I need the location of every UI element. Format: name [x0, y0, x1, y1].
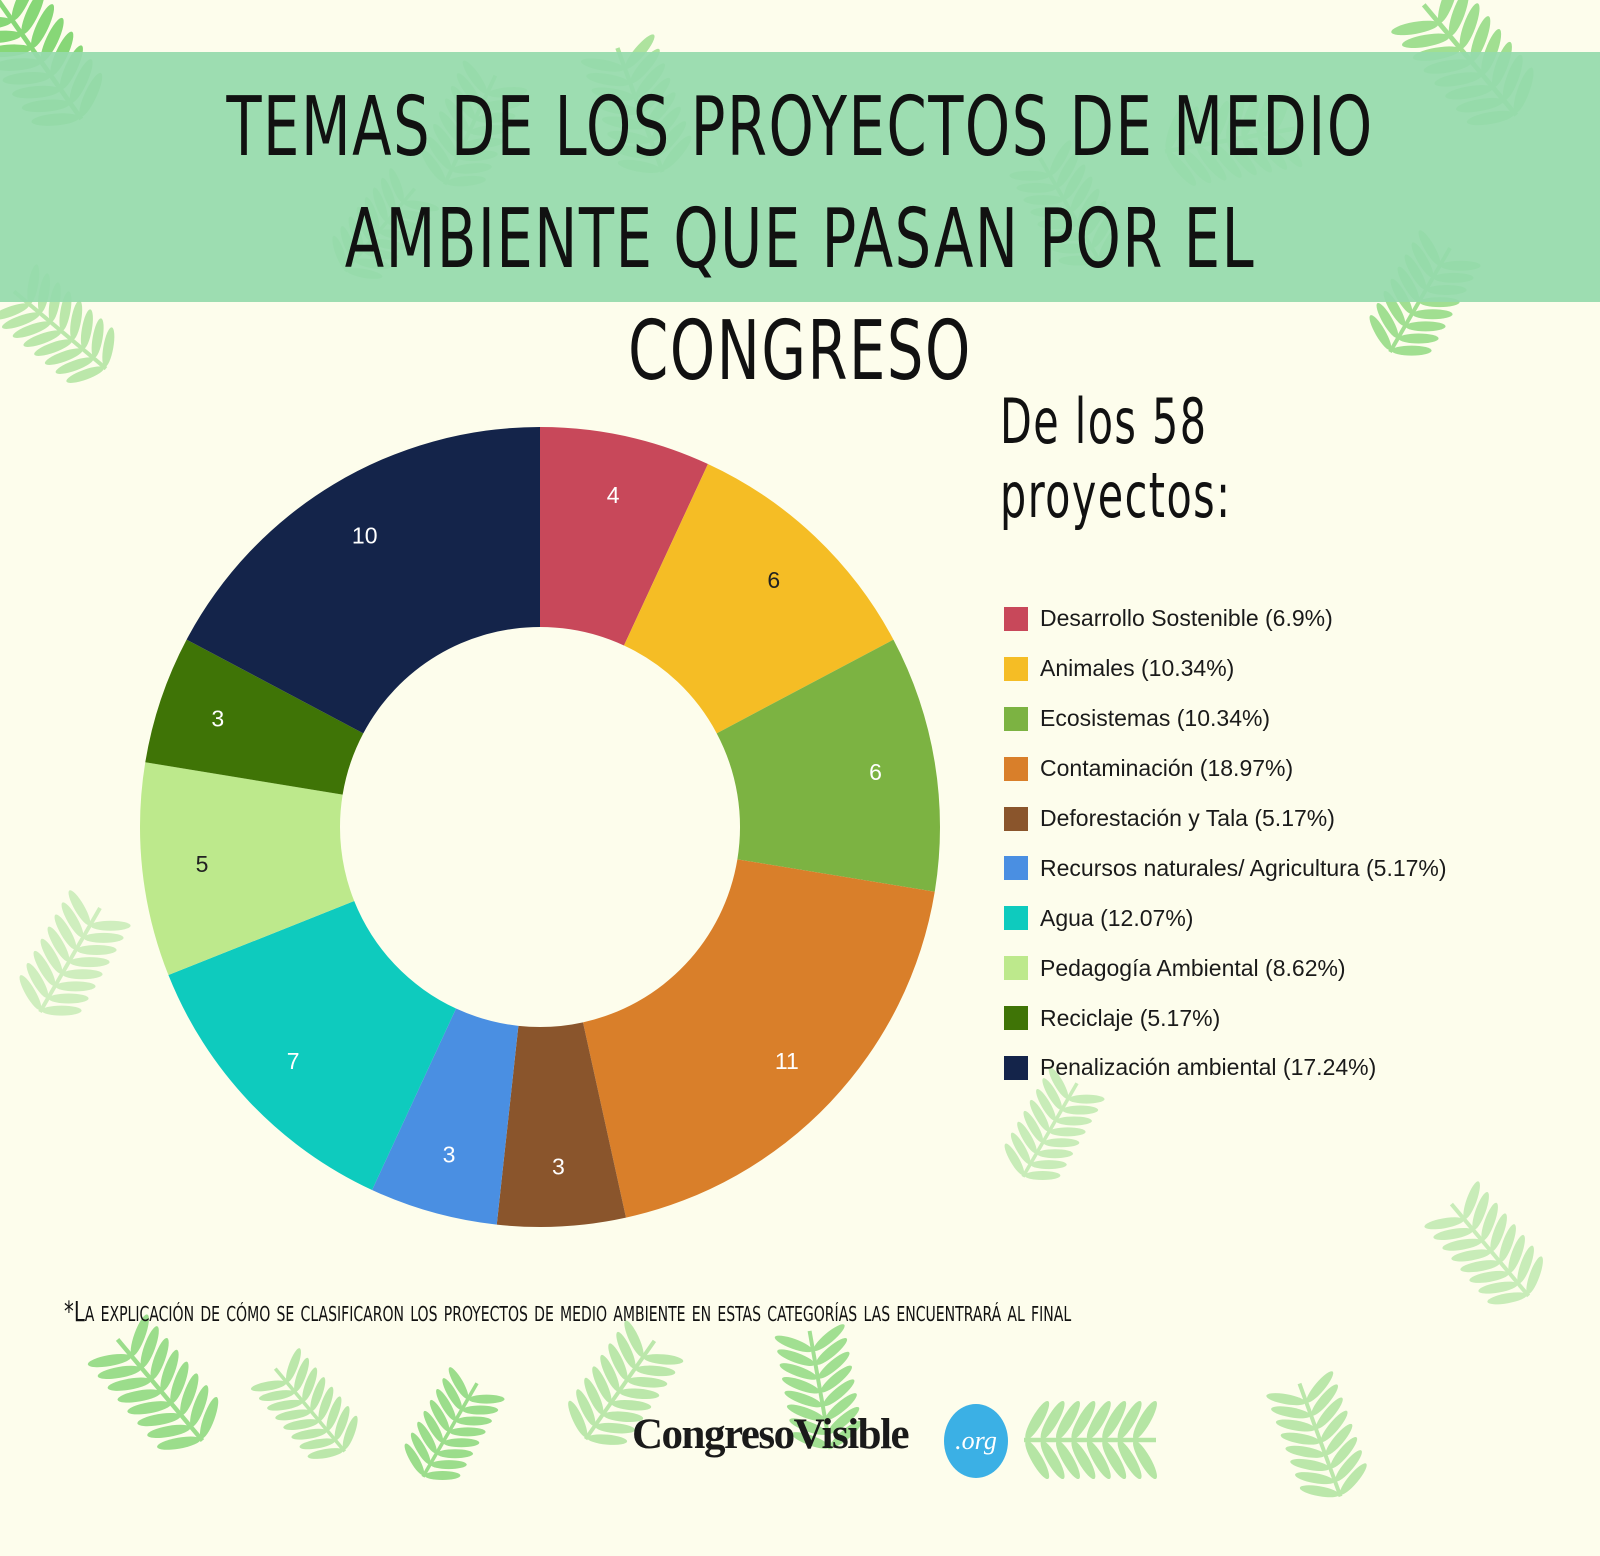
legend-item-5: Recursos naturales/ Agricultura (5.17%) [1004, 843, 1564, 893]
legend-label: Animales (10.34%) [1040, 655, 1234, 682]
legend-item-0: Desarrollo Sostenible (6.9%) [1004, 594, 1564, 644]
leaf-17 [1023, 1400, 1157, 1480]
legend-label: Penalización ambiental (17.24%) [1040, 1054, 1376, 1081]
legend-item-3: Contaminación (18.97%) [1004, 744, 1564, 794]
legend-label-name: Deforestación y Tala [1040, 805, 1248, 831]
legend-label-name: Contaminación [1040, 755, 1194, 782]
logo-badge: .org [944, 1404, 1008, 1478]
legend-label: Reciclaje (5.17%) [1040, 1005, 1220, 1032]
title-banner [0, 52, 1600, 302]
slice-value-label-4: 3 [552, 1154, 565, 1180]
legend-label: Deforestación y Tala (5.17%) [1040, 805, 1335, 832]
legend-label-name: Desarrollo Sostenible [1040, 605, 1259, 632]
legend-swatch [1004, 856, 1028, 881]
legend-item-1: Animales (10.34%) [1004, 644, 1564, 694]
donut-slice-4 [496, 1022, 626, 1227]
leaf-13 [250, 1348, 358, 1459]
donut-slice-9 [186, 426, 540, 734]
donut-slice-0 [540, 427, 708, 646]
page-title: TEMAS DE LOS PROYECTOS DE MEDIO AMBIENTE… [226, 80, 1374, 399]
leaf-14 [404, 1367, 505, 1481]
legend-swatch [1004, 606, 1028, 631]
leaf-12 [87, 1314, 219, 1450]
slice-value-label-1: 6 [767, 567, 780, 593]
donut-slice-3 [582, 859, 935, 1218]
legend-item-7: Pedagogía Ambiental (8.62%) [1004, 943, 1564, 993]
legend-label-percent: (10.34%) [1134, 655, 1235, 682]
congresovisible-logo: CongresoVisible .org [632, 1404, 1012, 1484]
legend-label-percent: (10.34%) [1170, 705, 1271, 732]
leaf-16 [774, 1324, 862, 1450]
legend-label: Recursos naturales/ Agricultura (5.17%) [1040, 855, 1447, 882]
legend-item-2: Ecosistemas (10.34%) [1004, 694, 1564, 744]
legend-label-name: Pedagogía Ambiental [1040, 954, 1259, 981]
leaf-18 [1266, 1371, 1367, 1498]
slice-value-label-0: 4 [607, 482, 620, 508]
chart-subtitle: De los 58 proyectos: [1000, 385, 1232, 532]
legend-label-name: Recursos naturales/ Agricultura [1040, 854, 1360, 881]
legend-item-9: Penalización ambiental (17.24%) [1004, 1043, 1564, 1093]
legend-swatch [1004, 706, 1028, 731]
legend-label-percent: (5.17%) [1247, 805, 1335, 831]
logo-text: CongresoVisible [632, 1411, 910, 1458]
legend-label: Desarrollo Sostenible (6.9%) [1040, 605, 1333, 632]
donut-slice-8 [145, 639, 364, 795]
slice-value-label-5: 3 [443, 1142, 456, 1168]
legend-swatch [1004, 906, 1028, 931]
slice-value-label-9: 10 [352, 523, 378, 549]
legend-label-percent: (6.9%) [1258, 605, 1333, 632]
leaf-10 [1004, 1067, 1105, 1181]
legend-label-name: Animales [1040, 655, 1135, 682]
legend-swatch [1004, 1006, 1028, 1031]
legend-label-percent: (5.17%) [1133, 1004, 1221, 1031]
leaf-9 [19, 890, 131, 1016]
legend-label-name: Agua [1040, 904, 1094, 931]
footnote: *La explicación de cómo se clasificaron … [64, 1295, 1072, 1328]
legend-swatch [1004, 806, 1028, 831]
legend-swatch [1004, 756, 1028, 781]
donut-slice-1 [623, 463, 894, 734]
legend-label-percent: (8.62%) [1258, 954, 1346, 981]
legend-label: Pedagogía Ambiental (8.62%) [1040, 955, 1346, 982]
legend-swatch [1004, 956, 1028, 981]
legend-label: Contaminación (18.97%) [1040, 755, 1293, 782]
slice-value-label-2: 6 [869, 759, 882, 785]
leaf-11 [1424, 1181, 1543, 1305]
legend-label-name: Ecosistemas [1040, 705, 1171, 732]
legend-item-6: Agua (12.07%) [1004, 893, 1564, 943]
legend-label-percent: (5.17%) [1359, 854, 1447, 881]
legend-label: Agua (12.07%) [1040, 905, 1193, 932]
donut-slice-2 [716, 639, 940, 892]
legend-swatch [1004, 656, 1028, 681]
donut-slice-6 [168, 901, 457, 1191]
legend-label-percent: (18.97%) [1193, 755, 1294, 782]
logo-badge-text: .org [955, 1426, 997, 1455]
legend-label-name: Penalización ambiental [1040, 1054, 1277, 1081]
legend-item-8: Reciclaje (5.17%) [1004, 993, 1564, 1043]
slice-value-label-3: 11 [775, 1048, 799, 1074]
legend-label-percent: (12.07%) [1093, 904, 1194, 931]
legend-label-percent: (17.24%) [1276, 1054, 1377, 1081]
slice-value-label-7: 5 [196, 851, 209, 877]
donut-slice-7 [140, 762, 355, 976]
slice-value-label-6: 7 [287, 1048, 300, 1074]
legend-swatch [1004, 1055, 1028, 1080]
donut-slice-5 [372, 1008, 519, 1225]
legend-item-4: Deforestación y Tala (5.17%) [1004, 794, 1564, 844]
legend-label-name: Reciclaje [1040, 1004, 1134, 1031]
leaf-15 [568, 1320, 684, 1445]
legend-label: Ecosistemas (10.34%) [1040, 705, 1270, 732]
chart-legend: Desarrollo Sostenible (6.9%) Animales (10… [1004, 594, 1564, 1093]
slice-value-label-8: 3 [211, 705, 224, 731]
